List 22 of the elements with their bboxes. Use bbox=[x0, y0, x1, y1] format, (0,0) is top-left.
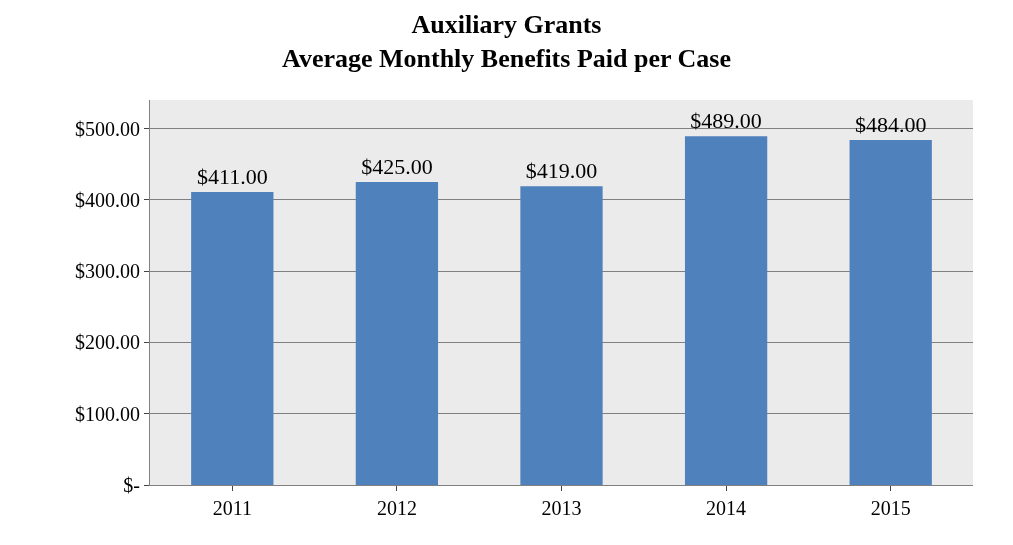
y-tick-label: $- bbox=[123, 474, 140, 496]
y-tick-label: $500.00 bbox=[75, 117, 140, 140]
y-tick-label: $200.00 bbox=[75, 331, 140, 354]
y-tick-label: $100.00 bbox=[75, 402, 140, 425]
data-label: $425.00 bbox=[361, 153, 433, 179]
bar bbox=[684, 136, 768, 485]
x-tick-label: 2012 bbox=[376, 497, 417, 519]
x-tick-label: 2013 bbox=[541, 497, 582, 519]
x-tick-label: 2014 bbox=[706, 497, 747, 519]
data-label: $411.00 bbox=[196, 163, 268, 189]
y-tick-label: $400.00 bbox=[75, 188, 140, 211]
bar bbox=[849, 139, 932, 485]
x-tick-label: 2011 bbox=[212, 497, 252, 519]
data-label: $484.00 bbox=[854, 111, 927, 137]
bar bbox=[191, 191, 274, 485]
data-label: $489.00 bbox=[690, 108, 762, 134]
bar bbox=[520, 186, 603, 485]
x-tick-label: 2015 bbox=[870, 497, 911, 519]
y-tick-label: $300.00 bbox=[75, 260, 140, 283]
data-label: $419.00 bbox=[525, 158, 598, 184]
chart-title: Auxiliary Grants Average Monthly Benefits Paid per Case bbox=[282, 9, 731, 73]
bar bbox=[355, 181, 439, 485]
